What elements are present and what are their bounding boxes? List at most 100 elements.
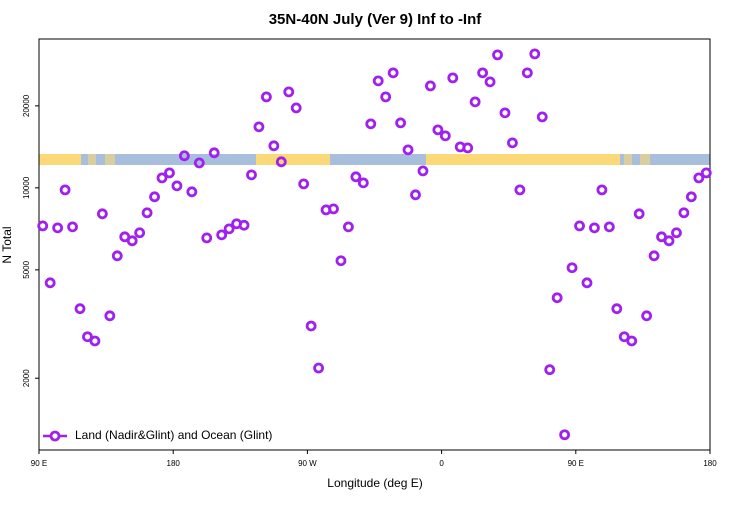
point	[89, 335, 101, 347]
point	[536, 111, 548, 123]
point	[96, 208, 108, 220]
point	[551, 292, 563, 304]
point	[365, 118, 377, 130]
land-strip	[39, 154, 81, 165]
x-tick-label: 180	[703, 459, 717, 468]
x-tick-label: 180	[167, 459, 181, 468]
point	[216, 229, 228, 241]
point	[633, 208, 645, 220]
point	[544, 364, 556, 376]
point	[253, 121, 265, 133]
point	[648, 250, 660, 262]
point	[380, 91, 392, 103]
point	[395, 117, 406, 129]
point	[439, 130, 451, 142]
y-axis-label: N Total	[0, 226, 14, 263]
point	[611, 303, 623, 315]
point	[425, 80, 436, 92]
point	[208, 147, 220, 159]
point	[387, 67, 399, 79]
point	[410, 189, 421, 201]
point	[618, 331, 630, 343]
point	[521, 67, 533, 79]
point	[343, 221, 354, 233]
point	[417, 165, 429, 177]
point	[671, 227, 682, 239]
point	[462, 142, 474, 154]
point	[201, 232, 213, 244]
point	[328, 203, 339, 215]
land-strip	[640, 154, 650, 165]
point	[529, 48, 541, 60]
x-tick-label: 90 E	[568, 459, 584, 468]
y-tick-label: 10000	[22, 176, 31, 199]
point	[156, 172, 168, 184]
point	[596, 184, 608, 196]
point	[126, 235, 138, 247]
land-strip	[426, 154, 620, 165]
land-strip	[88, 154, 96, 165]
point	[447, 72, 459, 84]
point	[469, 96, 481, 108]
point	[193, 157, 205, 169]
land-strip	[256, 154, 330, 165]
legend-label: Land (Nadir&Glint) and Ocean (Glint)	[75, 428, 272, 442]
point	[298, 178, 310, 190]
point	[290, 102, 302, 114]
point	[134, 227, 146, 239]
y-tick-label: 5000	[22, 260, 31, 278]
point	[178, 150, 190, 162]
point	[67, 221, 78, 233]
point	[700, 167, 712, 179]
land-ocean-band	[39, 154, 710, 165]
plot-frame	[38, 38, 711, 451]
point	[238, 219, 250, 231]
x-axis-label: Longitude (deg E)	[327, 476, 422, 490]
x-tick-label: 90 E	[31, 459, 47, 468]
point	[566, 262, 578, 274]
point	[492, 49, 503, 61]
point	[484, 76, 496, 88]
point	[44, 277, 56, 289]
point	[581, 277, 593, 289]
point	[246, 169, 257, 181]
point	[514, 184, 526, 196]
point	[223, 223, 235, 235]
point	[641, 310, 653, 322]
point	[82, 331, 93, 343]
point	[663, 235, 675, 247]
point	[268, 140, 280, 152]
point	[603, 221, 615, 233]
y-tick-label: 20000	[22, 94, 31, 117]
x-tick-label: 90 W	[298, 459, 317, 468]
point	[685, 191, 697, 203]
point	[275, 156, 287, 168]
land-strip	[105, 154, 115, 165]
point	[559, 429, 571, 441]
land-strip	[624, 154, 632, 165]
point	[477, 67, 489, 79]
point	[678, 207, 690, 219]
point	[626, 335, 638, 347]
point	[432, 124, 444, 136]
point	[372, 75, 384, 87]
x-tick-label: 0	[439, 459, 444, 468]
point	[59, 184, 71, 196]
point	[589, 222, 600, 234]
point	[693, 172, 705, 184]
point	[283, 86, 295, 98]
point	[171, 180, 183, 192]
point	[499, 107, 511, 119]
point	[402, 144, 414, 156]
point	[313, 362, 324, 374]
point	[574, 220, 585, 232]
point	[305, 320, 317, 332]
point	[111, 250, 123, 262]
point	[335, 255, 347, 267]
point	[149, 191, 160, 203]
y-tick-label: 2000	[22, 369, 31, 387]
point	[186, 186, 198, 198]
point	[164, 167, 175, 179]
